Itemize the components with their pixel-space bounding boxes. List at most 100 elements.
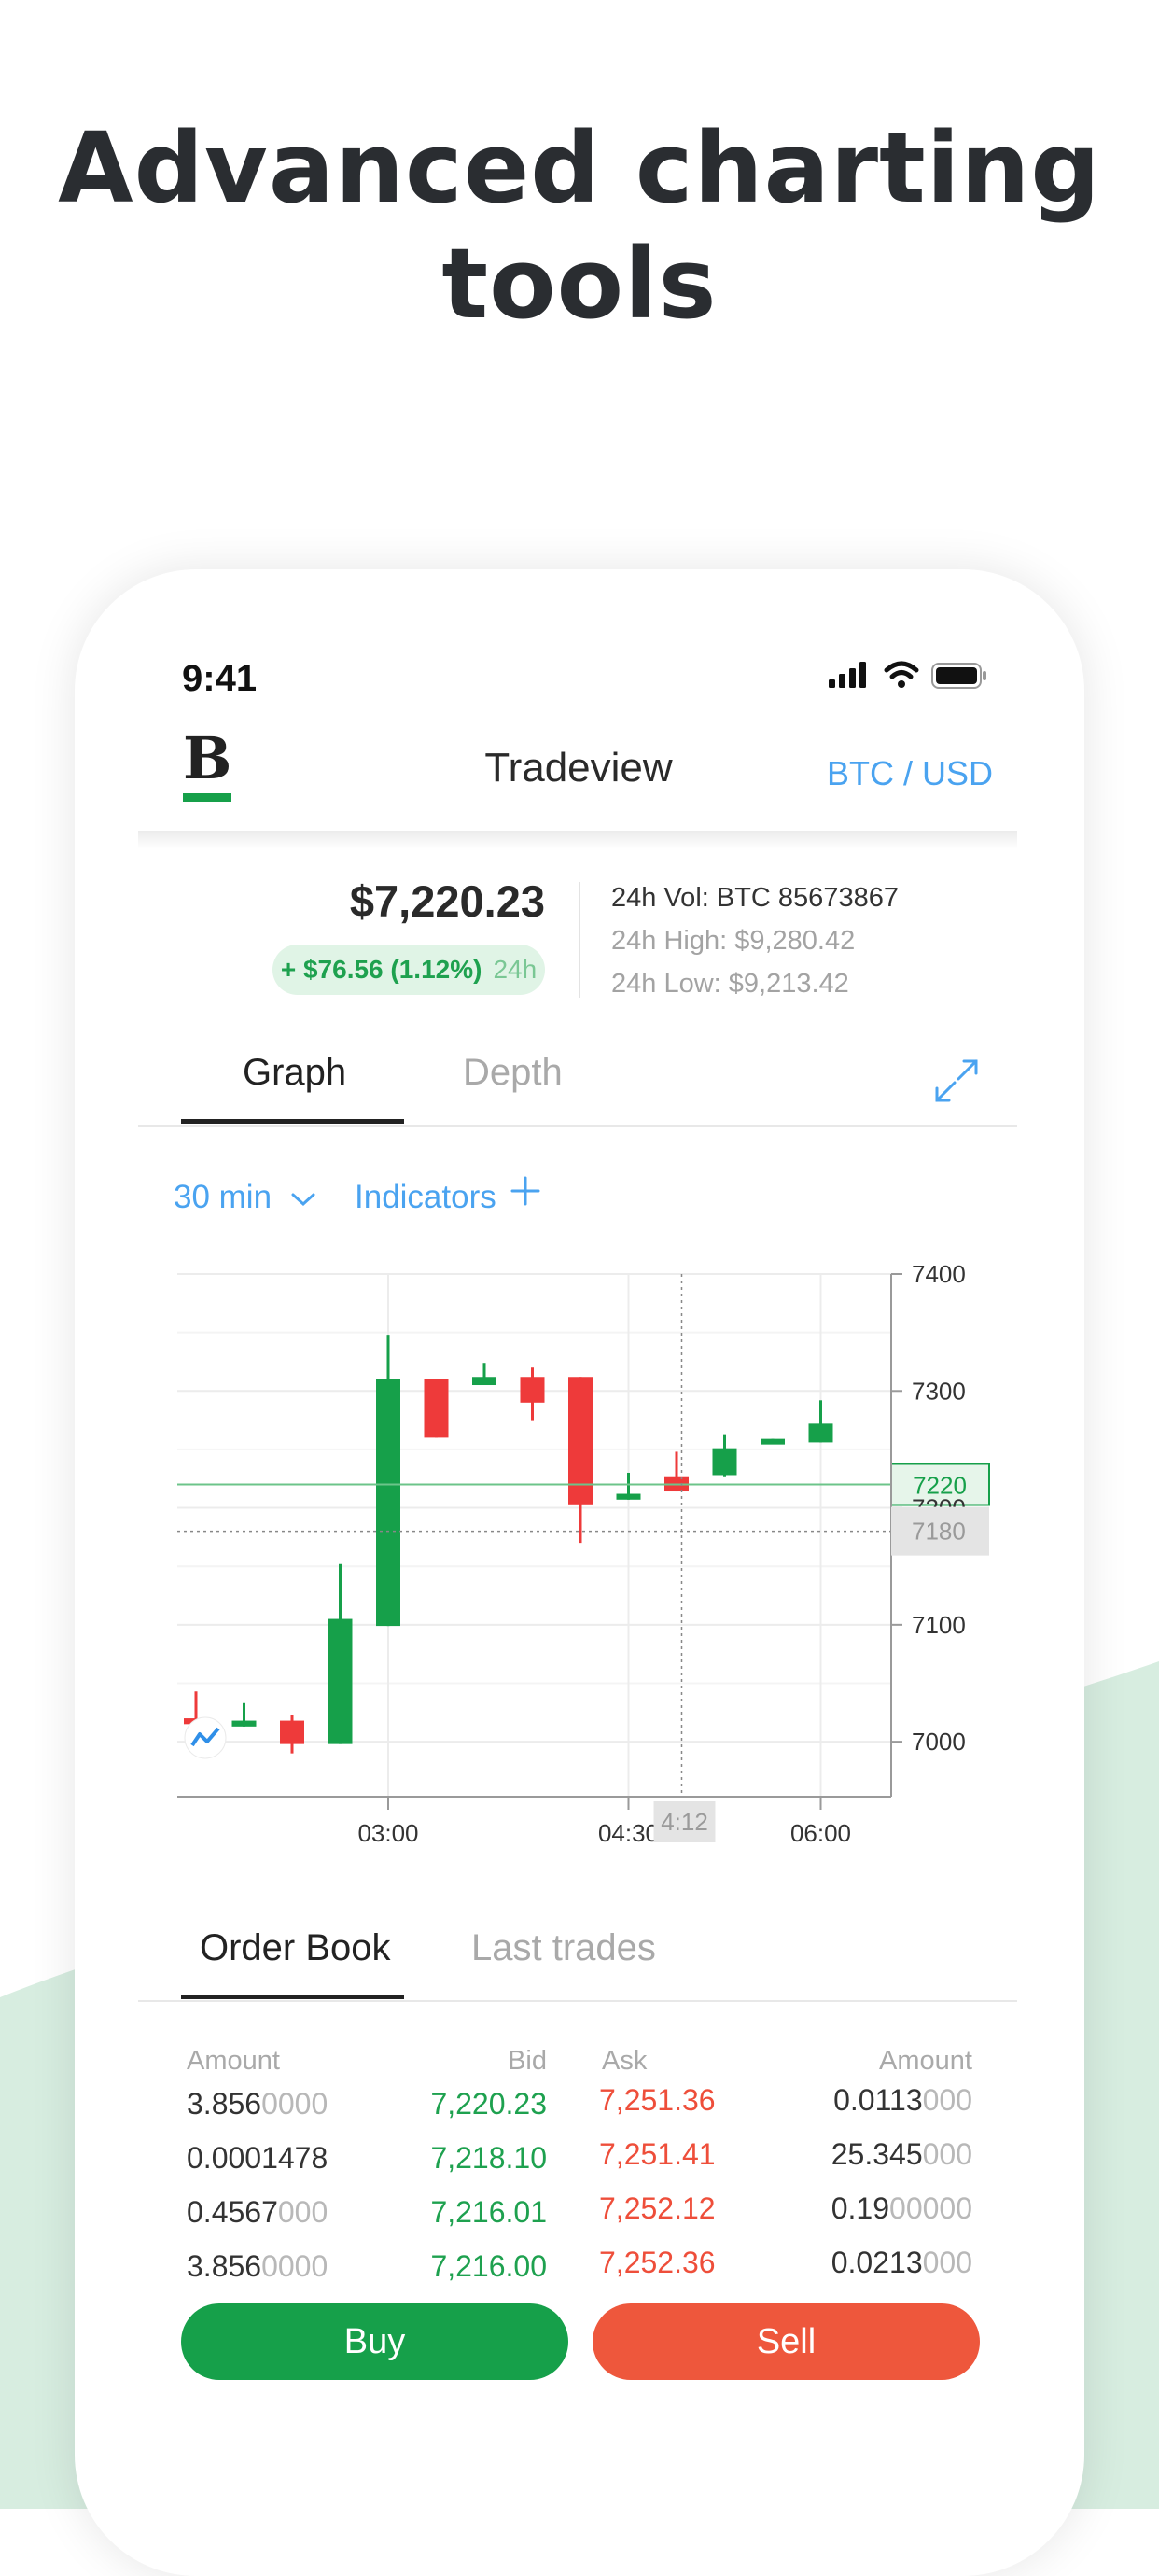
candle-body <box>568 1377 593 1505</box>
summary-divider <box>579 882 580 998</box>
candle-body <box>712 1448 737 1476</box>
header-amount-left: Amount <box>187 2046 280 2076</box>
bid-amount-padding: 0000 <box>261 2249 328 2283</box>
candle-body <box>808 1423 833 1443</box>
y-tick-label: 7400 <box>912 1260 966 1288</box>
tab-depth[interactable]: Depth <box>463 1052 563 1093</box>
wifi-icon <box>884 661 919 688</box>
app-logo[interactable]: B <box>183 730 231 802</box>
stat-high: 24h High: $9,280.42 <box>611 926 856 956</box>
ask-price: 7,252.36 <box>599 2246 716 2279</box>
candle-body <box>280 1720 304 1744</box>
candle-body <box>328 1618 353 1744</box>
candlestick-chart[interactable]: 7220 74007300720071007000718003:0004:300… <box>177 1260 1017 1862</box>
status-icons <box>827 659 990 697</box>
bid-amount-value: 0.4567 <box>187 2195 278 2229</box>
indicators-button[interactable]: Indicators <box>355 1179 496 1215</box>
chart-tabs-divider <box>138 1125 1017 1127</box>
tab-last-trades[interactable]: Last trades <box>471 1927 656 1968</box>
y-tick-label: 7300 <box>912 1377 966 1405</box>
bid-price: 7,216.01 <box>430 2195 547 2229</box>
order-book-table: Amount Bid Ask Amount 3.8560000 7,220.23 7… <box>187 2046 972 2289</box>
bid-amount-value: 3.856 <box>187 2249 262 2283</box>
y-tick-label: 7000 <box>912 1728 966 1756</box>
sell-button[interactable]: Sell <box>593 2303 980 2380</box>
nav-title: Tradeview <box>484 745 673 791</box>
bid-amount-value: 0.0001478 <box>187 2141 328 2175</box>
bid-amount: 3.8560000 <box>187 2249 328 2284</box>
candle-body <box>472 1377 496 1386</box>
crosshair-price-label: 7180 <box>912 1518 966 1546</box>
headline-line-1: Advanced charting <box>58 111 1101 225</box>
ask-amount-value: 0.0213 <box>831 2246 923 2279</box>
candle-body <box>616 1493 641 1500</box>
ask-price: 7,252.12 <box>599 2191 716 2225</box>
tab-order-book-underline <box>181 1995 404 1999</box>
expand-icon[interactable] <box>933 1057 980 1109</box>
ask-amount-value: 0.19 <box>831 2191 890 2225</box>
battery-icon <box>931 663 986 689</box>
ask-amount: 0.0213000 <box>784 2246 972 2280</box>
tab-graph-underline <box>181 1119 404 1124</box>
interval-label: 30 min <box>174 1179 272 1215</box>
nav-shadow <box>138 831 1017 849</box>
current-price-label: 7220 <box>913 1472 967 1500</box>
change-badge: + $76.56 (1.12%) 24h <box>272 945 545 995</box>
ask-amount-padding: 000 <box>922 2083 972 2117</box>
ask-price: 7,251.41 <box>599 2137 716 2171</box>
header-bid: Bid <box>508 2046 547 2076</box>
chart-type-icon-line <box>190 1727 220 1747</box>
ask-price: 7,251.36 <box>599 2083 716 2117</box>
candle-body <box>424 1379 449 1438</box>
chevron-down-icon <box>290 1179 316 1216</box>
x-tick-label: 06:00 <box>790 1819 851 1847</box>
signal-icon <box>829 662 866 688</box>
ask-amount-padding: 000 <box>922 2246 972 2279</box>
pair-selector[interactable]: BTC / USD <box>827 754 994 792</box>
bid-price: 7,216.00 <box>430 2249 547 2283</box>
bid-amount-padding: 000 <box>277 2195 328 2229</box>
ask-amount-padding: 000 <box>922 2137 972 2171</box>
ask-amount: 25.345000 <box>784 2137 972 2172</box>
page-headline: Advanced charting tools <box>0 110 1159 342</box>
chart-type-icon <box>184 1716 227 1759</box>
stat-low: 24h Low: $9,213.42 <box>611 969 849 999</box>
tab-order-book[interactable]: Order Book <box>200 1927 391 1968</box>
crosshair-time-label-box <box>653 1801 716 1842</box>
x-tick-label: 04:30 <box>598 1819 659 1847</box>
ask-amount-value: 25.345 <box>831 2137 923 2171</box>
ask-amount-padding: 00000 <box>889 2191 972 2225</box>
logo-underline <box>183 793 231 802</box>
stat-volume: 24h Vol: BTC 85673867 <box>611 883 899 913</box>
tab-graph[interactable]: Graph <box>243 1052 347 1093</box>
crosshair-time-label: 4:12 <box>661 1808 708 1836</box>
candle-body <box>520 1377 545 1403</box>
bid-amount-value: 3.856 <box>187 2087 262 2121</box>
last-price: $7,220.23 <box>349 876 545 926</box>
change-period: 24h <box>493 955 538 984</box>
bid-amount: 0.4567000 <box>187 2195 328 2230</box>
ask-amount: 0.0113000 <box>784 2083 972 2118</box>
bid-amount-padding: 0000 <box>261 2087 328 2121</box>
bid-amount: 3.8560000 <box>187 2087 328 2121</box>
ask-amount-value: 0.0113 <box>833 2083 923 2117</box>
ask-amount: 0.1900000 <box>784 2191 972 2226</box>
change-value: + $76.56 (1.12%) <box>280 955 482 984</box>
bid-price: 7,220.23 <box>430 2087 547 2121</box>
interval-selector[interactable]: 30 min <box>174 1179 316 1216</box>
header-amount-right: Amount <box>879 2046 972 2076</box>
x-tick-label: 03:00 <box>357 1819 418 1847</box>
buy-button[interactable]: Buy <box>181 2303 568 2380</box>
candle-body <box>761 1438 785 1445</box>
status-time: 9:41 <box>182 658 258 699</box>
y-tick-label: 7100 <box>912 1611 966 1639</box>
logo-letter: B <box>183 724 232 792</box>
add-indicator-icon[interactable] <box>509 1172 542 1217</box>
bid-price: 7,218.10 <box>430 2141 547 2175</box>
candle-body <box>231 1720 257 1727</box>
header-ask: Ask <box>602 2046 648 2076</box>
crosshair-price-label-box <box>891 1506 989 1556</box>
headline-line-2: tools <box>441 227 718 341</box>
candle-body <box>376 1379 400 1627</box>
order-tabs-divider <box>138 2000 1017 2002</box>
